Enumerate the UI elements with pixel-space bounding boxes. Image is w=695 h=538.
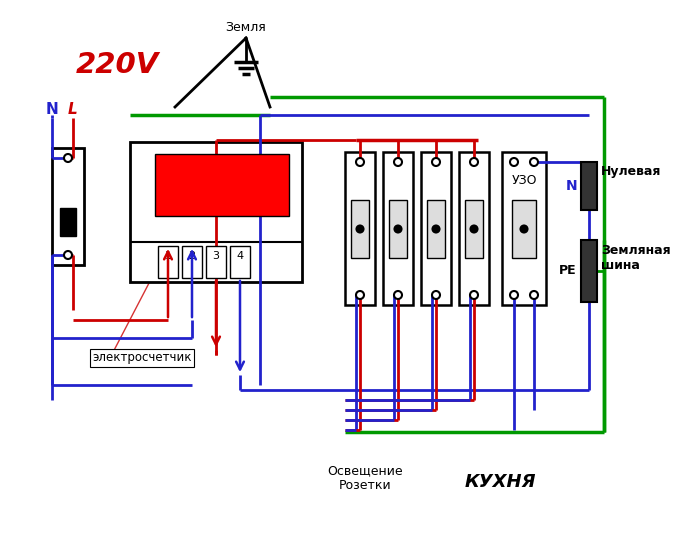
Circle shape [432,291,440,299]
Circle shape [530,158,538,166]
Bar [230,246,250,278]
Bar [345,152,375,305]
Bar [182,246,202,278]
Bar [383,152,413,305]
Bar [60,208,76,236]
Text: 3: 3 [213,251,220,261]
Bar [502,152,546,305]
Circle shape [394,158,402,166]
Circle shape [432,158,440,166]
Bar [206,246,226,278]
Bar [581,240,597,302]
Bar [465,200,483,258]
Text: PE: PE [559,265,577,278]
Text: электросчетчик: электросчетчик [92,351,192,365]
Circle shape [432,225,439,232]
Text: Освещение
Розетки: Освещение Розетки [327,464,403,492]
Circle shape [470,158,478,166]
Circle shape [510,291,518,299]
Bar [90,349,194,367]
Circle shape [510,158,518,166]
Text: L: L [68,103,78,117]
Bar [52,148,84,265]
Circle shape [521,225,528,232]
Circle shape [394,291,402,299]
Text: УЗО: УЗО [512,173,537,187]
Circle shape [64,154,72,162]
Text: 2: 2 [188,251,195,261]
Bar [581,162,597,210]
Circle shape [356,158,364,166]
Circle shape [395,225,402,232]
Bar [459,152,489,305]
Circle shape [530,291,538,299]
Text: Земляная
шина: Земляная шина [601,244,671,272]
Bar [351,200,369,258]
Text: Нулевая: Нулевая [601,166,662,179]
Circle shape [470,291,478,299]
Circle shape [64,251,72,259]
Bar [158,246,178,278]
Bar [155,154,289,216]
Bar [130,142,302,282]
Text: N: N [565,179,577,193]
Bar [421,152,451,305]
Text: Земля: Земля [226,21,266,34]
Text: 1: 1 [165,251,172,261]
Text: N: N [46,103,58,117]
Bar [512,200,536,258]
Text: 4: 4 [236,251,243,261]
Circle shape [471,225,477,232]
Circle shape [357,225,363,232]
Text: КУХНЯ: КУХНЯ [464,473,536,491]
Text: 220V: 220V [76,51,159,79]
Circle shape [356,291,364,299]
Bar [427,200,445,258]
Bar [389,200,407,258]
